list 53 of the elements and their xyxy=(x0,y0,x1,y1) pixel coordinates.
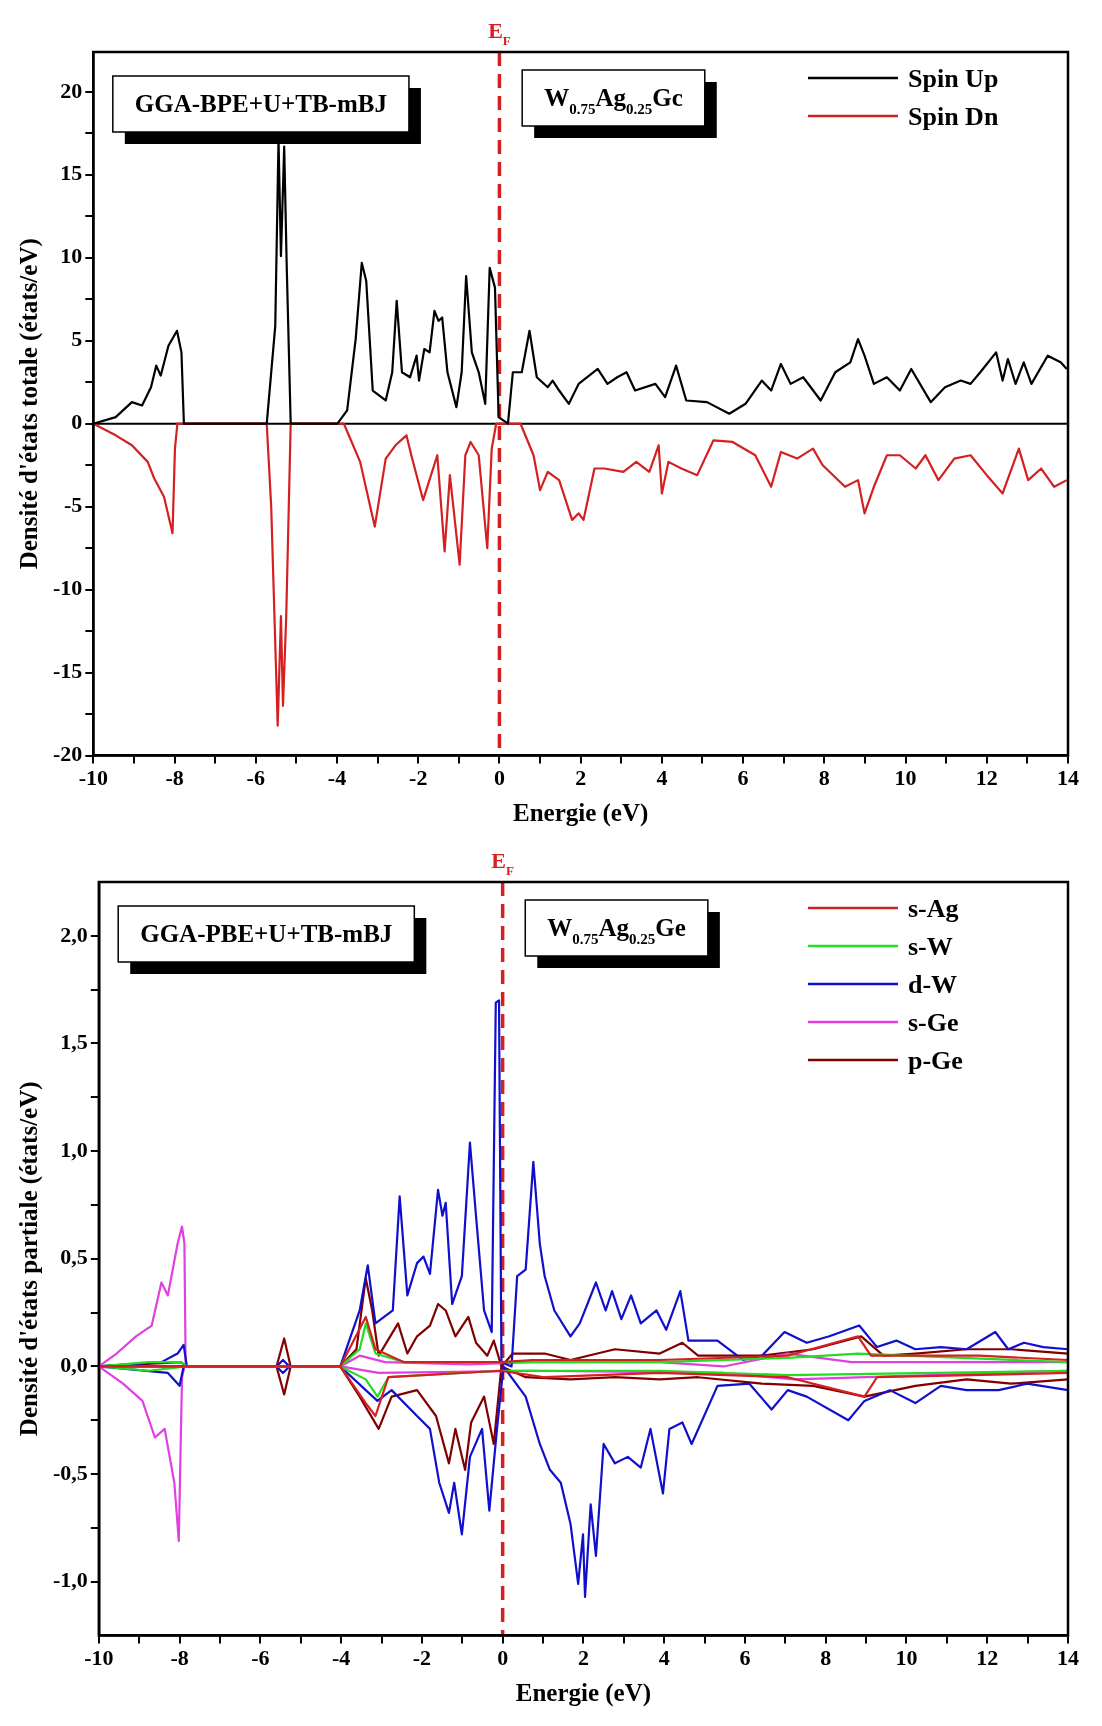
x-tick-label: 6 xyxy=(739,1645,751,1671)
legend-label: d-W xyxy=(908,970,958,999)
x-tick-label: 4 xyxy=(656,765,668,791)
y-tick-label: 0 xyxy=(71,409,83,435)
x-tick-label: -4 xyxy=(331,1645,351,1671)
annotation: GGA-PBE+U+TB-mBJ xyxy=(140,920,393,947)
legend-label: s-Ag xyxy=(908,894,959,923)
x-tick-label: 14 xyxy=(1057,765,1079,791)
y-tick-label: -5 xyxy=(64,492,83,518)
y-tick-label: -15 xyxy=(53,658,83,684)
x-tick-label: 8 xyxy=(820,1645,832,1671)
y-tick-label: 10 xyxy=(60,243,83,269)
legend-label: Spin Dn xyxy=(908,102,999,131)
x-tick-label: 10 xyxy=(894,765,917,791)
x-tick-label: 8 xyxy=(818,765,830,791)
y-axis-title: Densité d'états partiale (états/eV) xyxy=(15,1081,44,1437)
x-tick-label: 6 xyxy=(737,765,749,791)
y-tick-label: 2,0 xyxy=(60,921,88,947)
y-tick-label: 5 xyxy=(71,326,83,352)
x-tick-label: 12 xyxy=(976,1645,999,1671)
legend-label: s-Ge xyxy=(908,1008,959,1037)
x-tick-label: -2 xyxy=(412,1645,432,1671)
y-axis-title: Densité d'états totale (états/eV) xyxy=(15,238,44,570)
x-tick-label: -4 xyxy=(327,765,347,791)
x-tick-label: -8 xyxy=(170,1645,189,1671)
x-tick-label: 2 xyxy=(577,1645,589,1671)
annotation: GGA-BPE+U+TB-mBJ xyxy=(134,90,387,117)
x-tick-label: 0 xyxy=(493,765,505,791)
y-tick-label: 15 xyxy=(60,160,83,186)
y-tick-label: 1,5 xyxy=(60,1029,88,1055)
y-tick-label: 1,0 xyxy=(60,1136,88,1162)
x-tick-label: 12 xyxy=(975,765,998,791)
y-tick-label: -10 xyxy=(53,575,83,601)
x-tick-label: 0 xyxy=(497,1645,509,1671)
y-tick-label: 0,0 xyxy=(60,1352,88,1378)
x-tick-label: 2 xyxy=(575,765,587,791)
x-axis-title: Energie (eV) xyxy=(512,799,649,828)
y-tick-label: -1,0 xyxy=(53,1567,88,1593)
y-tick-label: -20 xyxy=(53,741,83,767)
x-tick-label: 10 xyxy=(895,1645,918,1671)
legend-label: Spin Up xyxy=(908,64,999,93)
y-tick-label: 20 xyxy=(60,77,83,103)
x-tick-label: 14 xyxy=(1057,1645,1079,1671)
x-tick-label: -2 xyxy=(409,765,428,791)
x-tick-label: -6 xyxy=(251,1645,270,1671)
x-axis-title: Energie (eV) xyxy=(515,1679,652,1708)
x-tick-label: 4 xyxy=(658,1645,670,1671)
y-tick-label: 0,5 xyxy=(60,1244,88,1270)
x-tick-label: -6 xyxy=(246,765,265,791)
x-tick-label: -8 xyxy=(165,765,184,791)
legend-label: s-W xyxy=(908,932,953,961)
y-tick-label: -0,5 xyxy=(53,1459,88,1485)
legend-label: p-Ge xyxy=(908,1046,963,1075)
